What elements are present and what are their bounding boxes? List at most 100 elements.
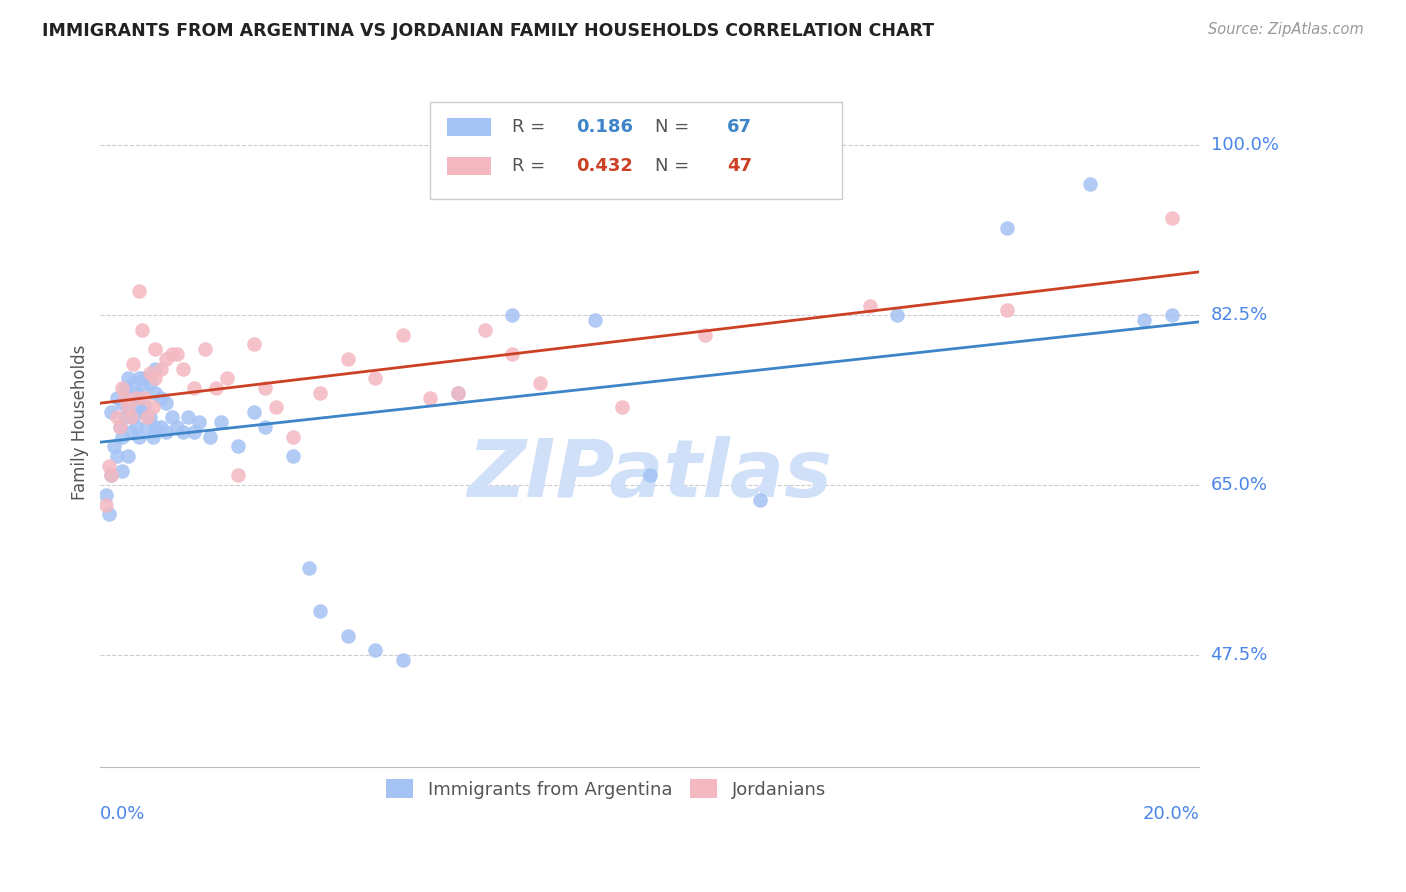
Point bbox=[143, 361, 166, 376]
Point bbox=[529, 376, 551, 391]
Point bbox=[105, 410, 128, 425]
Point bbox=[94, 498, 117, 512]
Point bbox=[111, 464, 134, 478]
Text: 82.5%: 82.5% bbox=[1211, 306, 1268, 325]
FancyBboxPatch shape bbox=[447, 157, 491, 175]
Point bbox=[114, 381, 136, 395]
Point bbox=[298, 560, 321, 574]
Point bbox=[391, 653, 413, 667]
Text: 0.432: 0.432 bbox=[575, 157, 633, 175]
Point bbox=[419, 391, 441, 405]
Point bbox=[149, 420, 172, 434]
Point bbox=[120, 391, 142, 405]
Point bbox=[114, 391, 136, 405]
Text: 0.186: 0.186 bbox=[575, 118, 633, 136]
Point bbox=[172, 361, 194, 376]
Point bbox=[748, 492, 770, 507]
Point bbox=[114, 410, 136, 425]
Point bbox=[281, 449, 304, 463]
Point bbox=[200, 429, 222, 443]
Point bbox=[139, 410, 162, 425]
Point bbox=[254, 381, 277, 395]
Point bbox=[155, 395, 177, 409]
Point bbox=[1133, 313, 1156, 327]
Point bbox=[94, 488, 117, 502]
Text: 20.0%: 20.0% bbox=[1143, 805, 1199, 823]
Point bbox=[859, 299, 882, 313]
Point bbox=[149, 361, 172, 376]
Point bbox=[105, 449, 128, 463]
Point bbox=[142, 401, 165, 415]
Text: 47: 47 bbox=[727, 157, 752, 175]
Point bbox=[1161, 308, 1184, 322]
Point bbox=[125, 385, 148, 400]
Text: ZIPatlas: ZIPatlas bbox=[467, 436, 832, 515]
Point bbox=[149, 391, 172, 405]
Point bbox=[111, 381, 134, 395]
Point bbox=[155, 425, 177, 439]
Point bbox=[143, 342, 166, 356]
Point bbox=[215, 371, 238, 385]
Point bbox=[103, 439, 125, 453]
Point bbox=[117, 401, 139, 415]
FancyBboxPatch shape bbox=[430, 102, 842, 199]
Point bbox=[128, 371, 150, 385]
Point bbox=[134, 371, 156, 385]
Point bbox=[136, 410, 159, 425]
Point bbox=[143, 420, 166, 434]
Text: IMMIGRANTS FROM ARGENTINA VS JORDANIAN FAMILY HOUSEHOLDS CORRELATION CHART: IMMIGRANTS FROM ARGENTINA VS JORDANIAN F… bbox=[42, 22, 935, 40]
Text: N =: N = bbox=[655, 157, 696, 175]
Point bbox=[136, 420, 159, 434]
Point bbox=[131, 405, 153, 419]
Point bbox=[100, 405, 122, 419]
Point bbox=[995, 220, 1018, 235]
Point bbox=[1078, 178, 1101, 192]
Point bbox=[612, 401, 634, 415]
Point bbox=[100, 468, 122, 483]
Point bbox=[111, 395, 134, 409]
Point bbox=[97, 507, 120, 521]
Point bbox=[143, 371, 166, 385]
Text: Source: ZipAtlas.com: Source: ZipAtlas.com bbox=[1208, 22, 1364, 37]
Point bbox=[995, 303, 1018, 318]
Point bbox=[226, 468, 249, 483]
Point bbox=[143, 385, 166, 400]
Point bbox=[281, 429, 304, 443]
Point bbox=[117, 371, 139, 385]
Point bbox=[142, 429, 165, 443]
Point bbox=[177, 410, 200, 425]
Point bbox=[125, 391, 148, 405]
Point bbox=[364, 643, 387, 657]
Point bbox=[139, 367, 162, 381]
Point bbox=[131, 323, 153, 337]
Point bbox=[122, 357, 145, 371]
Text: R =: R = bbox=[513, 118, 551, 136]
Point bbox=[111, 429, 134, 443]
Point bbox=[194, 342, 217, 356]
Point bbox=[155, 351, 177, 366]
Text: 67: 67 bbox=[727, 118, 752, 136]
Point bbox=[209, 415, 232, 429]
Point bbox=[108, 420, 131, 434]
Point bbox=[364, 371, 387, 385]
Point bbox=[336, 351, 359, 366]
Point bbox=[100, 468, 122, 483]
Point bbox=[583, 313, 606, 327]
Point bbox=[125, 420, 148, 434]
Text: 47.5%: 47.5% bbox=[1211, 646, 1268, 664]
Legend: Immigrants from Argentina, Jordanians: Immigrants from Argentina, Jordanians bbox=[378, 772, 834, 805]
Point bbox=[309, 604, 332, 618]
Point bbox=[693, 327, 716, 342]
Point bbox=[638, 468, 661, 483]
Point bbox=[122, 410, 145, 425]
Point bbox=[128, 401, 150, 415]
Point bbox=[108, 420, 131, 434]
Text: R =: R = bbox=[513, 157, 551, 175]
Point bbox=[254, 420, 277, 434]
FancyBboxPatch shape bbox=[447, 119, 491, 136]
Point bbox=[160, 410, 183, 425]
Text: 0.0%: 0.0% bbox=[100, 805, 146, 823]
Point bbox=[134, 391, 156, 405]
Point bbox=[117, 401, 139, 415]
Point bbox=[134, 401, 156, 415]
